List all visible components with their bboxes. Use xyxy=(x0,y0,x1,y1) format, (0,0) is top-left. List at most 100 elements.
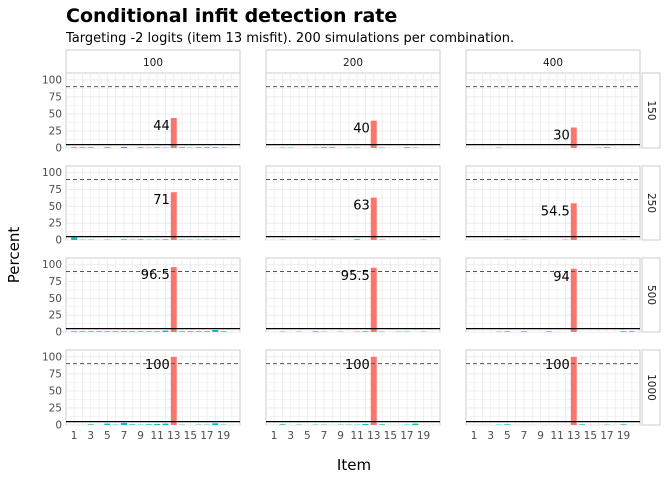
bar-item-1 xyxy=(71,237,78,240)
facet-strip-right xyxy=(641,257,661,333)
x-tick-label: 1 xyxy=(471,430,478,442)
x-tick-label: 1 xyxy=(71,430,78,442)
bar-item-18 xyxy=(412,423,419,425)
bar-item-17 xyxy=(403,147,410,148)
facet-strip-label-100: 100 xyxy=(143,57,163,69)
panel-border xyxy=(65,165,241,241)
x-tick-label: 5 xyxy=(304,430,311,442)
bar-value-label: 96.5 xyxy=(141,268,170,283)
y-tick-label: 25 xyxy=(49,402,62,414)
x-tick-label: 13 xyxy=(367,430,380,442)
bar-item-6 xyxy=(312,331,319,332)
bar-item-3 xyxy=(87,424,94,425)
bar-item-15 xyxy=(187,331,194,332)
bar-value-label: 30 xyxy=(553,129,570,144)
x-tick-label: 9 xyxy=(137,430,144,442)
y-tick-label: 100 xyxy=(42,259,62,271)
bar-item-5 xyxy=(504,424,511,425)
bar-item-11 xyxy=(154,423,161,425)
x-tick-label: 19 xyxy=(217,430,230,442)
bar-item-18 xyxy=(212,147,219,148)
x-tick-label: 11 xyxy=(350,430,363,442)
bar-item-17 xyxy=(603,147,610,148)
y-tick-label: 25 xyxy=(49,125,62,137)
bar-item-10 xyxy=(145,331,152,332)
bar-value-label: 40 xyxy=(353,122,370,137)
y-tick-label: 0 xyxy=(55,235,62,247)
y-tick-label: 50 xyxy=(49,293,62,305)
bar-value-label: 44 xyxy=(153,119,170,134)
panel-border xyxy=(65,72,241,149)
bar-value-label: 100 xyxy=(545,358,570,373)
x-tick-label: 19 xyxy=(417,430,430,442)
bar-value-label: 71 xyxy=(153,193,170,208)
panel-border xyxy=(65,349,241,426)
x-tick-label: 17 xyxy=(600,430,613,442)
bar-item-17 xyxy=(203,147,210,148)
bar-item-2 xyxy=(79,331,86,332)
y-tick-label: 50 xyxy=(49,385,62,397)
facet-strip-label-150: 150 xyxy=(645,100,657,120)
bar-item-12 xyxy=(162,239,169,240)
bar-item-9 xyxy=(137,239,144,240)
x-tick-label: 5 xyxy=(104,430,111,442)
bar-item-7 xyxy=(520,331,527,332)
facet-strip-label-250: 250 xyxy=(645,193,657,213)
x-tick-label: 11 xyxy=(150,430,163,442)
bar-item-19 xyxy=(620,331,627,332)
y-tick-label: 25 xyxy=(49,218,62,230)
x-tick-label: 3 xyxy=(87,430,94,442)
bar-item-8 xyxy=(129,424,136,425)
bar-item-11 xyxy=(154,147,161,148)
bar-item-1 xyxy=(71,331,78,332)
y-tick-label: 0 xyxy=(55,327,62,339)
y-tick-label: 0 xyxy=(55,420,62,432)
bar-item-12 xyxy=(162,423,169,425)
facet-strip-right xyxy=(641,165,661,241)
bar-item-13 xyxy=(170,267,177,332)
panel-border xyxy=(465,72,641,149)
bar-item-13 xyxy=(170,356,177,425)
x-tick-label: 15 xyxy=(184,430,197,442)
bar-item-14 xyxy=(579,424,586,425)
x-tick-label: 7 xyxy=(521,430,528,442)
bar-item-2 xyxy=(279,424,286,425)
bar-value-label: 95.5 xyxy=(341,269,370,284)
bar-item-12 xyxy=(362,331,369,332)
bar-item-9 xyxy=(137,147,144,148)
chart-title: Conditional infit detection rate xyxy=(66,5,398,27)
x-tick-label: 17 xyxy=(400,430,413,442)
bar-value-label: 63 xyxy=(353,199,370,214)
bar-item-17 xyxy=(203,331,210,332)
x-tick-label: 13 xyxy=(567,430,580,442)
facet-strip-label-500: 500 xyxy=(645,285,657,305)
bar-item-8 xyxy=(129,331,136,332)
bar-item-16 xyxy=(195,331,202,332)
bar-item-5 xyxy=(504,331,511,332)
y-tick-label: 100 xyxy=(42,167,62,179)
panel-border xyxy=(265,165,441,241)
x-tick-label: 17 xyxy=(200,430,213,442)
facet-strip-right xyxy=(641,72,661,149)
y-tick-label: 75 xyxy=(49,276,62,288)
bar-item-13 xyxy=(570,268,577,332)
panel-border xyxy=(265,349,441,426)
y-tick-label: 25 xyxy=(49,310,62,322)
bar-item-14 xyxy=(179,147,186,148)
bar-item-14 xyxy=(379,424,386,425)
panel-border xyxy=(465,349,641,426)
x-tick-label: 19 xyxy=(617,430,630,442)
y-axis-title: Percent xyxy=(5,227,23,284)
x-tick-label: 1 xyxy=(271,430,278,442)
chart-subtitle: Targeting -2 logits (item 13 misfit). 20… xyxy=(66,31,515,46)
panel-border xyxy=(265,257,441,333)
bar-item-13 xyxy=(570,203,577,240)
facet-strip-label-400: 400 xyxy=(543,57,563,69)
bar-item-13 xyxy=(370,197,377,240)
panel-border xyxy=(465,257,641,333)
bar-item-7 xyxy=(120,422,127,425)
bar-item-10 xyxy=(145,424,152,425)
bar-item-13 xyxy=(370,120,377,148)
